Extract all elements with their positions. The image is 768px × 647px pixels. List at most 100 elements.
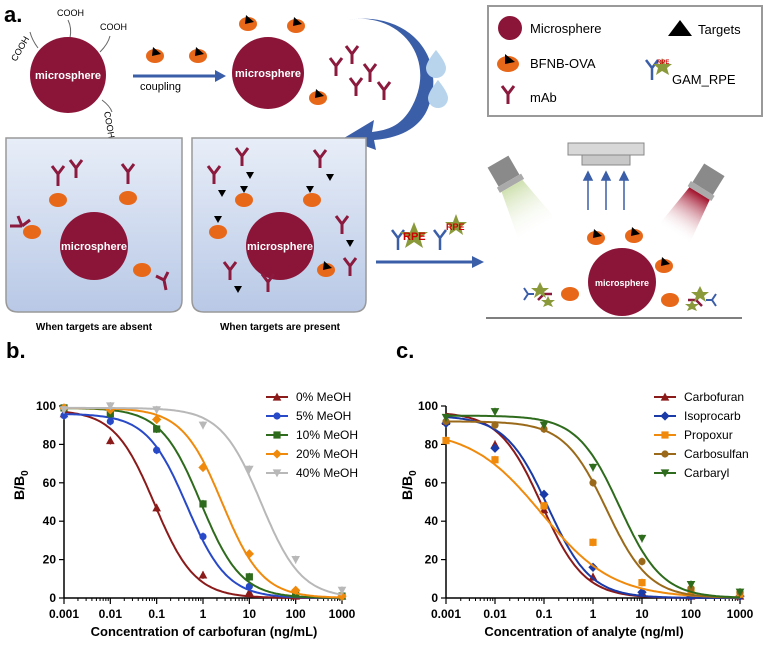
legend-label: 10% MeOH: [296, 428, 358, 442]
x-tick-label: 0.01: [483, 607, 507, 621]
data-point: [637, 534, 647, 543]
legend-label: 40% MeOH: [296, 466, 358, 480]
data-point: [245, 573, 253, 581]
data-point: [638, 557, 646, 566]
legend-label: Propoxur: [684, 428, 733, 442]
microsphere-circle: [30, 37, 106, 113]
data-point: [490, 408, 500, 417]
data-point: [60, 412, 68, 420]
y-tick-label: 0: [49, 591, 56, 605]
rpe-label-1: RPE: [403, 231, 426, 243]
x-tick-label: 1: [590, 607, 597, 621]
x-tick-label: 100: [681, 607, 701, 621]
legend-swatch-marker: [660, 411, 670, 421]
data-point: [638, 579, 646, 587]
data-point: [59, 406, 69, 415]
legend-label: 20% MeOH: [296, 447, 358, 461]
data-point: [337, 591, 347, 601]
chart-c-legend: Carbofuran Isoprocarb Propoxur Carbosulfan C…: [654, 390, 749, 480]
data-point: [245, 587, 254, 596]
chart-c: c. B/B0 Concentration of analyte (ng/ml)…: [396, 338, 754, 639]
legend-bfnb-ova: BFNB-OVA: [530, 56, 596, 71]
microsphere-label: microsphere: [35, 70, 101, 82]
y-tick-label: 80: [43, 437, 57, 451]
legend-targets: Targets: [698, 22, 741, 37]
legend-gam-rpe: GAM_RPE: [672, 72, 736, 87]
coupling-label: coupling: [140, 81, 181, 93]
legend-label: Isoprocarb: [684, 409, 741, 423]
coated-microsphere: microsphere: [232, 15, 327, 109]
data-point: [106, 436, 115, 445]
x-tick-label: 0.01: [99, 607, 123, 621]
data-point: [106, 417, 114, 425]
y-tick-label: 100: [36, 399, 56, 413]
x-tick-label: 10: [243, 607, 257, 621]
chart-c-plot: 0 20 40 60 80 100 0.001 0.01 0.1 1 10 100 1000: [418, 399, 754, 621]
data-point: [442, 436, 450, 445]
detection-setup: microsphere: [486, 142, 742, 319]
x-tick-label: 0.1: [148, 607, 165, 621]
microsphere-circle: [246, 212, 314, 280]
data-point: [441, 413, 451, 422]
microsphere-circle: [588, 248, 656, 316]
cooh-label-1: COOH: [57, 8, 84, 18]
legend-label: Carbaryl: [684, 466, 729, 480]
x-tick-label: 1000: [727, 607, 754, 621]
legend-label: Carbosulfan: [684, 447, 749, 461]
microsphere-cooh-group: microsphere COOH COOH COOH COOH: [9, 8, 127, 139]
microsphere-label: microsphere: [235, 68, 301, 80]
data-point: [198, 462, 208, 473]
data-point: [589, 479, 597, 487]
caption-targets-absent: When targets are absent: [36, 322, 153, 333]
x-tick-label: 100: [286, 607, 306, 621]
y-tick-label: 80: [425, 437, 439, 451]
legend-rpe-mini: RPE: [657, 60, 669, 66]
data-point: [245, 465, 254, 474]
microsphere-label: microsphere: [247, 241, 313, 253]
microsphere-circle: [60, 212, 128, 280]
legend-swatch-marker: [660, 392, 670, 401]
data-point: [199, 532, 207, 541]
droplet-icons: [426, 50, 448, 108]
chart-c-xlabel: Concentration of analyte (ng/ml): [484, 624, 683, 639]
data-point: [490, 443, 500, 453]
data-point: [198, 570, 208, 579]
data-point: [291, 556, 300, 564]
data-point: [588, 463, 598, 472]
data-point: [588, 572, 598, 581]
data-point: [152, 503, 161, 512]
legend-label: Carbofuran: [684, 390, 744, 404]
data-point: [735, 588, 745, 597]
y-tick-label: 60: [425, 476, 439, 490]
y-tick-label: 20: [43, 553, 57, 567]
legend-swatch-marker: [661, 431, 669, 439]
y-tick-label: 40: [425, 514, 439, 528]
data-point: [151, 414, 162, 425]
beaker-targets-present: microsphere: [191, 137, 367, 333]
legend-label: 0% MeOH: [296, 390, 351, 404]
panel-c-letter: c.: [396, 338, 414, 363]
legend-microsphere: Microsphere: [530, 21, 602, 36]
schematic-legend: Microsphere Targets BFNB-OVA RPE GAM_RPE…: [487, 5, 763, 117]
data-point: [491, 456, 499, 464]
cycle-arrow: [344, 18, 434, 150]
microsphere-label-small: microsphere: [595, 278, 649, 288]
legend-label: 5% MeOH: [296, 409, 351, 423]
data-point: [153, 446, 161, 454]
legend-mab: mAb: [530, 90, 557, 105]
chart-b: b. B/B0 Concentration of carbofuran (ng/…: [6, 338, 358, 639]
data-point: [337, 586, 347, 595]
y-tick-label: 20: [425, 553, 439, 567]
data-point: [290, 585, 301, 595]
data-point: [539, 421, 549, 430]
data-point: [244, 549, 255, 559]
y-tick-label: 0: [431, 591, 438, 605]
data-point: [106, 402, 115, 411]
cooh-label-2: COOH: [100, 22, 127, 32]
x-tick-label: 1000: [329, 607, 356, 621]
chart-b-plot: 0 20 40 60 80 100 0.001 0.01 0.1 1 10 100 1000: [36, 399, 356, 621]
legend-swatch-marker: [273, 431, 281, 439]
data-point: [152, 406, 161, 415]
series-line: [446, 414, 741, 599]
data-point: [589, 538, 597, 546]
